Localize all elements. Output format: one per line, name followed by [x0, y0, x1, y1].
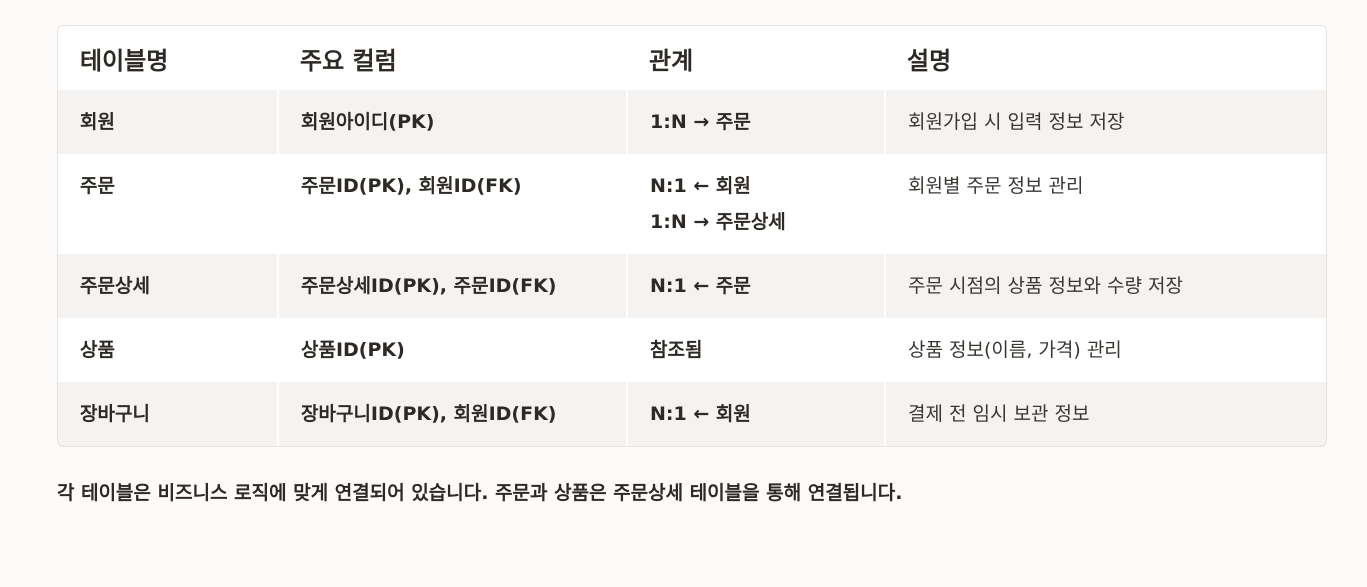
relation-line: N:1 ← 회원 [650, 403, 751, 425]
cell-main-columns: 주문상세ID(PK), 주문ID(FK) [277, 254, 627, 318]
relation-line: 1:N → 주문상세 [650, 211, 786, 233]
cell-description: 결제 전 임시 보관 정보 [884, 382, 1326, 446]
relation-line: N:1 ← 주문 [650, 275, 751, 297]
cell-relation: N:1 ← 회원 [626, 382, 885, 446]
cell-description: 주문 시점의 상품 정보와 수량 저장 [884, 254, 1326, 318]
schema-table-container: 테이블명 주요 컬럼 관계 설명 회원 회원아이디(PK) 1:N → 주문 회… [57, 25, 1327, 447]
cell-table-name: 주문상세 [58, 254, 278, 318]
cell-relation: N:1 ← 회원 1:N → 주문상세 [626, 154, 885, 254]
cell-description: 회원가입 시 입력 정보 저장 [884, 90, 1326, 154]
table-header: 테이블명 주요 컬럼 관계 설명 [58, 26, 1326, 90]
cell-relation: 1:N → 주문 [626, 90, 885, 154]
cell-table-name: 장바구니 [58, 382, 278, 446]
schema-table: 테이블명 주요 컬럼 관계 설명 회원 회원아이디(PK) 1:N → 주문 회… [58, 26, 1326, 446]
table-row: 주문 주문ID(PK), 회원ID(FK) N:1 ← 회원 1:N → 주문상… [58, 154, 1326, 254]
table-row: 상품 상품ID(PK) 참조됨 상품 정보(이름, 가격) 관리 [58, 318, 1326, 382]
header-table-name: 테이블명 [58, 26, 278, 90]
relation-line: N:1 ← 회원 [650, 175, 751, 197]
table-body: 회원 회원아이디(PK) 1:N → 주문 회원가입 시 입력 정보 저장 주문… [58, 90, 1326, 446]
cell-relation: N:1 ← 주문 [626, 254, 885, 318]
cell-main-columns: 장바구니ID(PK), 회원ID(FK) [277, 382, 627, 446]
table-row: 주문상세 주문상세ID(PK), 주문ID(FK) N:1 ← 주문 주문 시점… [58, 254, 1326, 318]
cell-main-columns: 주문ID(PK), 회원ID(FK) [277, 154, 627, 254]
header-main-columns: 주요 컬럼 [278, 26, 627, 90]
header-description: 설명 [885, 26, 1326, 90]
cell-table-name: 주문 [58, 154, 278, 254]
cell-table-name: 회원 [58, 90, 278, 154]
footer-note: 각 테이블은 비즈니스 로직에 맞게 연결되어 있습니다. 주문과 상품은 주문… [57, 482, 903, 504]
cell-table-name: 상품 [58, 318, 278, 382]
table-row: 장바구니 장바구니ID(PK), 회원ID(FK) N:1 ← 회원 결제 전 … [58, 382, 1326, 446]
header-row: 테이블명 주요 컬럼 관계 설명 [58, 26, 1326, 90]
relation-line: 1:N → 주문 [650, 111, 751, 133]
relation-line: 참조됨 [650, 339, 703, 361]
table-row: 회원 회원아이디(PK) 1:N → 주문 회원가입 시 입력 정보 저장 [58, 90, 1326, 154]
cell-relation: 참조됨 [626, 318, 885, 382]
header-relation: 관계 [627, 26, 885, 90]
cell-description: 상품 정보(이름, 가격) 관리 [884, 318, 1326, 382]
cell-main-columns: 회원아이디(PK) [277, 90, 627, 154]
cell-main-columns: 상품ID(PK) [277, 318, 627, 382]
cell-description: 회원별 주문 정보 관리 [884, 154, 1326, 254]
